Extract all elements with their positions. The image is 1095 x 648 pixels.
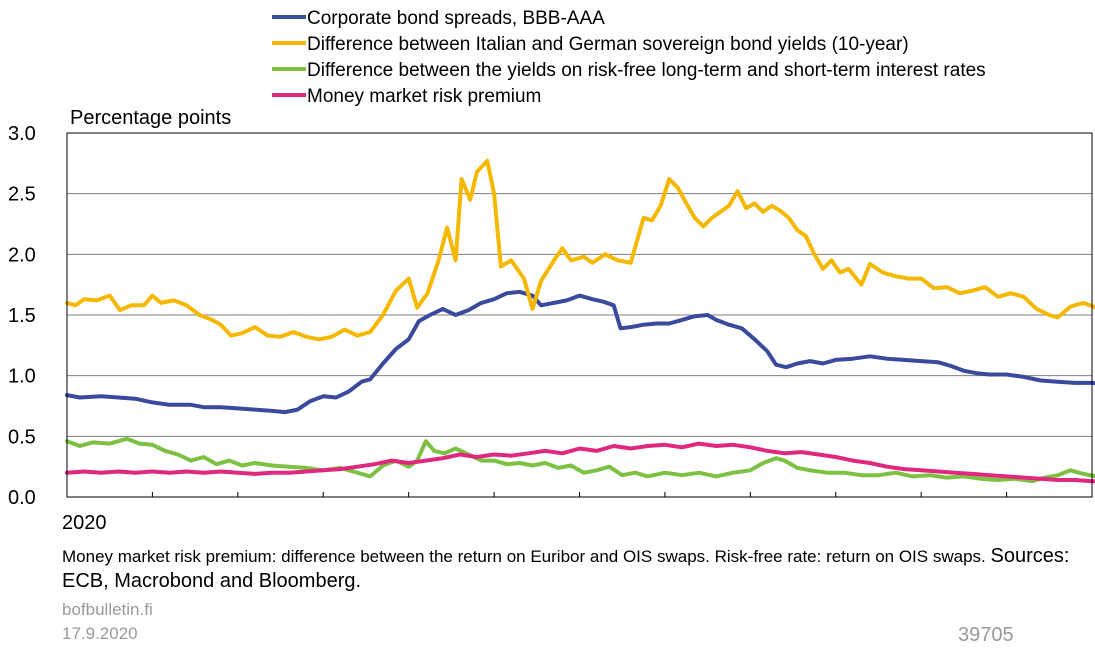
site-name: bofbulletin.fi <box>62 600 153 619</box>
publication-date: 17.9.2020 <box>62 624 138 643</box>
legend-entry-0: Corporate bond spreads, BBB-AAA <box>307 8 605 29</box>
line-chart: Corporate bond spreads, BBB-AAA Differenc… <box>8 8 1095 509</box>
footnote-text: Money market risk premium: difference be… <box>62 547 986 566</box>
y-tick-label: 0.5 <box>8 426 36 448</box>
series-line-1 <box>65 158 1095 342</box>
legend-entry-1: Difference between Italian and German so… <box>307 34 909 55</box>
series-line-2 <box>65 436 1095 484</box>
y-axis-label: Percentage points <box>70 107 231 129</box>
y-tick-label: 1.5 <box>8 305 36 327</box>
legend-entry-2: Difference between the yields on risk-fr… <box>307 60 986 81</box>
y-tick-label: 2.5 <box>8 184 36 206</box>
y-tick-label: 3.0 <box>8 123 36 145</box>
legend-entry-3: Money market risk premium <box>307 86 541 107</box>
legend: Corporate bond spreads, BBB-AAA Differenc… <box>272 8 986 107</box>
chart-id: 39705 <box>958 624 1014 646</box>
y-tick-label: 2.0 <box>8 244 36 266</box>
y-axis-ticks: 0.0 0.5 1.0 1.5 2.0 2.5 3.0 <box>8 123 36 509</box>
series-line-0 <box>65 289 1095 415</box>
x-axis-year-label: 2020 <box>62 512 107 534</box>
sources-text: Sources: ECB, Macrobond and Bloomberg. <box>62 545 1070 592</box>
y-tick-label: 0.0 <box>8 487 36 509</box>
series-line-3 <box>65 441 1095 484</box>
y-tick-label: 1.0 <box>8 366 36 388</box>
series-lines <box>65 158 1095 484</box>
gridlines <box>67 193 1092 437</box>
chart-footnote: Money market risk premium: difference be… <box>62 544 1082 594</box>
x-axis-ticks <box>151 492 1008 497</box>
